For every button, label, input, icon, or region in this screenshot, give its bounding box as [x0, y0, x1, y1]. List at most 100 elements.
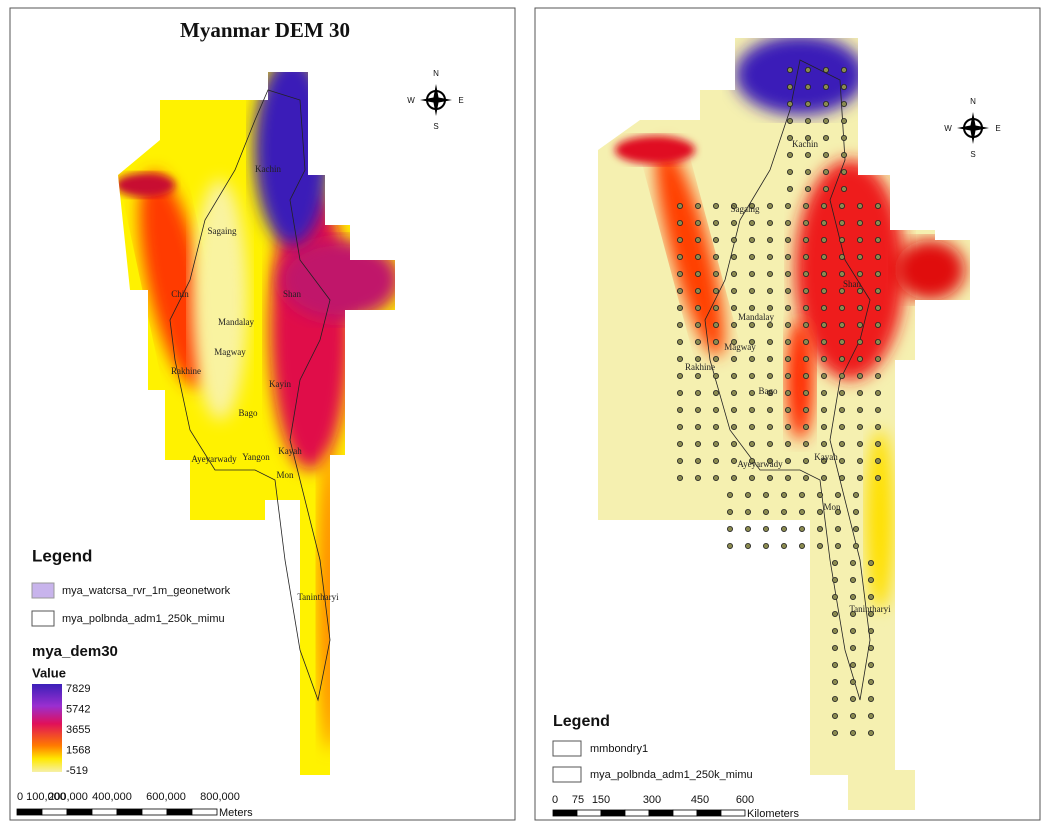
grid-point — [821, 271, 826, 276]
grid-point — [731, 237, 736, 242]
scale-label: 450 — [691, 794, 709, 806]
grid-point — [767, 407, 772, 412]
grid-point — [841, 169, 846, 174]
grid-point — [785, 322, 790, 327]
grid-point — [841, 135, 846, 140]
grid-point — [677, 339, 682, 344]
region-label: Mon — [276, 470, 294, 480]
grid-point — [803, 407, 808, 412]
region-label: Magway — [724, 342, 756, 352]
scale-unit: Meters — [219, 807, 253, 819]
grid-point — [713, 288, 718, 293]
grid-point — [850, 628, 855, 633]
region-label: Mandalay — [218, 317, 254, 327]
grid-point — [839, 441, 844, 446]
grid-point — [799, 492, 804, 497]
grid-point — [677, 356, 682, 361]
grid-point — [767, 203, 772, 208]
grid-point — [857, 288, 862, 293]
grid-point — [677, 271, 682, 276]
grid-point — [785, 356, 790, 361]
scale-segment — [142, 809, 167, 815]
grid-point — [799, 509, 804, 514]
grid-point — [853, 492, 858, 497]
grid-point — [875, 237, 880, 242]
grid-point — [875, 356, 880, 361]
ramp-label: 1568 — [66, 744, 90, 756]
scale-label: 150 — [592, 794, 610, 806]
legend-label: mya_polbnda_adm1_250k_mimu — [62, 613, 225, 625]
region-label: Yangon — [242, 452, 270, 462]
grid-point — [745, 526, 750, 531]
grid-point — [803, 356, 808, 361]
region-label: Shan — [283, 289, 302, 299]
grid-point — [781, 492, 786, 497]
grid-point — [731, 407, 736, 412]
grid-point — [787, 84, 792, 89]
grid-point — [785, 390, 790, 395]
region-label: Sagaing — [208, 226, 237, 236]
region-label: Shan — [843, 279, 862, 289]
grid-point — [839, 458, 844, 463]
scale-label: 0 — [17, 791, 23, 803]
grid-point — [805, 67, 810, 72]
grid-point — [727, 492, 732, 497]
grid-point — [749, 441, 754, 446]
grid-point — [875, 390, 880, 395]
grid-point — [853, 526, 858, 531]
grid-point — [868, 628, 873, 633]
grid-point — [767, 288, 772, 293]
grid-point — [785, 237, 790, 242]
grid-point — [695, 458, 700, 463]
grid-point — [749, 220, 754, 225]
grid-point — [763, 543, 768, 548]
legend-swatch — [32, 583, 54, 598]
grid-point — [767, 220, 772, 225]
grid-point — [868, 679, 873, 684]
grid-point — [841, 186, 846, 191]
grid-point — [803, 373, 808, 378]
ramp-label: 3655 — [66, 724, 90, 736]
scale-label: 600 — [736, 794, 754, 806]
grid-point — [781, 509, 786, 514]
grid-point — [857, 407, 862, 412]
map-title: Myanmar DEM 30 — [180, 18, 350, 42]
region-label: Bago — [239, 408, 258, 418]
grid-point — [839, 339, 844, 344]
grid-point — [821, 203, 826, 208]
grid-point — [803, 390, 808, 395]
grid-point — [839, 237, 844, 242]
grid-point — [857, 441, 862, 446]
grid-point — [823, 152, 828, 157]
grid-point — [832, 577, 837, 582]
grid-point — [857, 373, 862, 378]
grid-point — [785, 305, 790, 310]
grid-point — [832, 645, 837, 650]
grid-point — [767, 424, 772, 429]
grid-point — [850, 560, 855, 565]
grid-point — [787, 67, 792, 72]
scale-segment — [601, 810, 625, 816]
grid-point — [839, 220, 844, 225]
grid-point — [823, 186, 828, 191]
grid-point — [785, 220, 790, 225]
grid-point — [731, 441, 736, 446]
scale-segment — [649, 810, 673, 816]
grid-point — [677, 441, 682, 446]
scale-label: 600,000 — [146, 791, 186, 803]
grid-point — [767, 254, 772, 259]
grid-point — [805, 186, 810, 191]
grid-point — [713, 458, 718, 463]
grid-point — [695, 203, 700, 208]
scale-segment — [697, 810, 721, 816]
grid-point — [821, 254, 826, 259]
grid-point — [727, 526, 732, 531]
grid-point — [803, 475, 808, 480]
grid-point — [803, 424, 808, 429]
grid-point — [803, 339, 808, 344]
grid-point — [832, 679, 837, 684]
grid-point — [677, 288, 682, 293]
grid-point — [803, 237, 808, 242]
grid-point — [857, 237, 862, 242]
grid-point — [839, 271, 844, 276]
